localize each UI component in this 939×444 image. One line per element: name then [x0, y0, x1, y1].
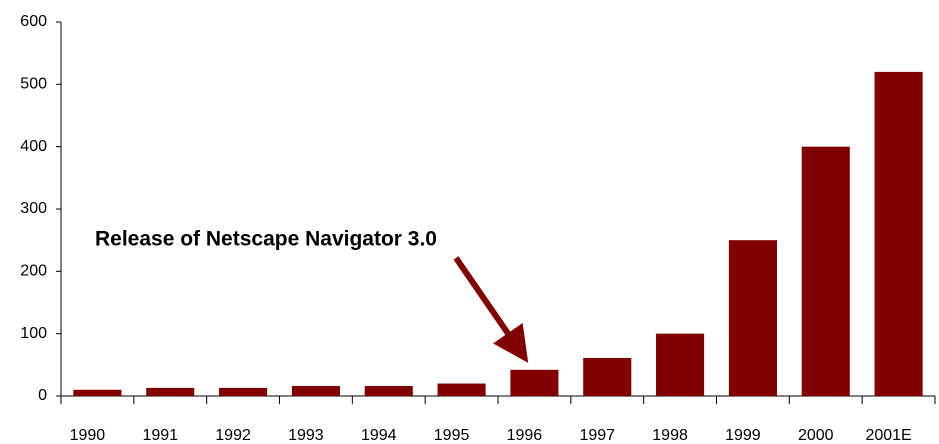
bar [73, 389, 122, 396]
x-tick-label: 1994 [361, 427, 397, 444]
x-tick-label: 2001E [865, 427, 911, 444]
bar [510, 369, 559, 396]
x-tick-label: 1998 [652, 427, 688, 444]
x-tick-label: 1996 [507, 427, 543, 444]
x-tick-label: 2000 [798, 427, 834, 444]
bar [801, 146, 850, 396]
bar [728, 240, 777, 396]
x-tick-label: 1997 [579, 427, 615, 444]
x-tick-label: 1993 [288, 427, 324, 444]
y-tick-label: 600 [20, 13, 47, 30]
y-tick-label: 500 [20, 76, 47, 93]
arrow [453, 256, 529, 363]
bar [874, 71, 923, 396]
x-tick-label: 1995 [434, 427, 470, 444]
y-tick-label: 200 [20, 263, 47, 280]
bar [219, 387, 268, 396]
annotation: Release of Netscape Navigator 3.0 [95, 228, 437, 251]
y-tick-label: 300 [20, 200, 47, 217]
x-tick-label: 1991 [142, 427, 178, 444]
bar [364, 386, 413, 396]
bar [656, 333, 705, 396]
x-tick-label: 1992 [215, 427, 251, 444]
bar [146, 387, 195, 396]
y-tick-label: 100 [20, 325, 47, 342]
bar [291, 386, 340, 396]
x-tick-label: 1999 [725, 427, 761, 444]
bar [583, 357, 632, 396]
bar [437, 383, 486, 396]
x-tick-label: 1990 [70, 427, 106, 444]
y-tick-label: 0 [38, 387, 47, 404]
y-tick-label: 400 [20, 138, 47, 155]
